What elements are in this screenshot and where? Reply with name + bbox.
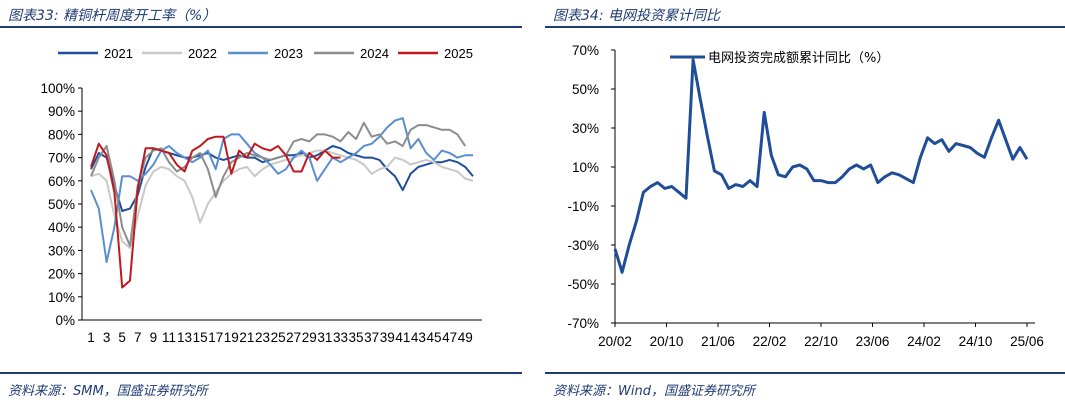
- left-y-tick-label: 20%: [48, 267, 75, 282]
- left-x-tick-label: 41: [395, 330, 410, 345]
- right-y-tick-label: 30%: [572, 121, 599, 136]
- left-y-tick-label: 60%: [48, 174, 75, 189]
- right-chart-svg: -70% -50% -30% -10% 10% 30% 50% 70% 20/02 20/10 21…: [567, 43, 1044, 349]
- right-x-tick-label: 20/02: [598, 334, 632, 349]
- right-chart-title: 图表34: 电网投资累计同比: [553, 8, 720, 24]
- left-y-tick-label: 80%: [48, 127, 75, 142]
- right-x-tick-label: 21/06: [701, 334, 735, 349]
- left-x-tick-label: 3: [103, 330, 111, 345]
- left-x-tick-label: 25: [271, 330, 286, 345]
- left-x-tick-label: 43: [411, 330, 426, 345]
- right-y-tick-label: -30%: [567, 238, 599, 253]
- right-title-rule: [545, 26, 1065, 28]
- right-x-tick-label: 22/10: [804, 334, 838, 349]
- left-x-tick-label: 15: [193, 330, 208, 345]
- left-legend-label-2025: 2025: [444, 46, 473, 61]
- right-x-tick-label: 24/10: [959, 334, 993, 349]
- left-chart-title: 图表33: 精铜杆周度开工率（%）: [8, 8, 217, 24]
- left-series-line-2022: [90, 149, 474, 250]
- right-x-tick-label: 23/06: [856, 334, 890, 349]
- right-x-tick-label: 20/10: [650, 334, 684, 349]
- left-series-line-2023: [90, 117, 473, 263]
- left-y-tick-label: 90%: [48, 104, 75, 119]
- right-chart-panel: 图表34: 电网投资累计同比 -70% -50% -30% -10% 10% 30% 50%…: [545, 0, 1065, 402]
- left-y-tick-label: 40%: [48, 220, 75, 235]
- right-y-tick-label: 50%: [572, 82, 599, 97]
- left-x-tick-label: 11: [162, 330, 176, 345]
- left-x-tick-label: 27: [286, 330, 301, 345]
- left-x-tick-label: 39: [380, 330, 395, 345]
- left-y-tick-label: 70%: [48, 151, 75, 166]
- right-x-tick-label: 22/02: [753, 334, 787, 349]
- left-x-tick-label: 19: [224, 330, 239, 345]
- left-legend-label-2023: 2023: [274, 46, 303, 61]
- left-x-tick-label: 35: [349, 330, 364, 345]
- left-x-tick-label: 45: [427, 330, 442, 345]
- left-legend-label-2021: 2021: [104, 46, 133, 61]
- left-chart-source: 资料来源：SMM，国盛证券研究所: [8, 384, 208, 399]
- right-y-tick-label: -50%: [567, 277, 599, 292]
- left-chart-svg: 0%10%20%30%40%50%60%70%80%90%100%1 3 5 7 9 11…: [40, 46, 482, 345]
- left-source-rule: [0, 372, 522, 374]
- left-x-tick-label: 13: [177, 330, 192, 345]
- left-x-tick-label: 29: [302, 330, 317, 345]
- left-x-tick-label: 21: [239, 330, 254, 345]
- right-chart-source: 资料来源：Wind，国盛证券研究所: [553, 384, 755, 399]
- left-x-tick-label: 5: [118, 330, 126, 345]
- left-x-tick-label: 1: [87, 330, 95, 345]
- left-legend-label-2024: 2024: [360, 46, 389, 61]
- left-title-rule: [0, 26, 522, 28]
- right-x-tick-label: 24/02: [907, 334, 941, 349]
- left-y-tick-label: 50%: [48, 197, 75, 212]
- right-source-rule: [545, 372, 1065, 374]
- left-x-tick-label: 9: [150, 330, 158, 345]
- right-y-tick-label: -70%: [567, 316, 599, 331]
- left-chart-panel: 图表33: 精铜杆周度开工率（%） 0% 10% 20% 30% 40% 50% 60% 70…: [0, 0, 522, 402]
- left-legend-label-2022: 2022: [188, 46, 217, 61]
- right-x-tick-label: 25/06: [1010, 334, 1044, 349]
- left-y-tick-label: 30%: [48, 243, 75, 258]
- right-y-tick-label: -10%: [567, 199, 599, 214]
- left-y-tick-label: 100%: [40, 81, 75, 96]
- left-y-tick-label: 0%: [55, 313, 75, 328]
- left-series-line-2025: [90, 135, 341, 289]
- left-x-tick-label: 37: [364, 330, 379, 345]
- right-y-tick-label: 70%: [572, 43, 599, 58]
- right-legend-label: 电网投资完成额累计同比（%）: [708, 50, 889, 66]
- left-series-line-2024: [90, 121, 467, 247]
- left-x-tick-label: 31: [317, 330, 332, 345]
- left-x-tick-label: 17: [208, 330, 223, 345]
- left-x-tick-label: 33: [333, 330, 348, 345]
- right-series-line: [613, 58, 1029, 274]
- right-y-tick-label: 10%: [572, 160, 599, 175]
- left-x-tick-label: 47: [442, 330, 457, 345]
- left-x-tick-label: 23: [255, 330, 270, 345]
- left-x-tick-label: 49: [458, 330, 473, 345]
- left-x-tick-label: 7: [134, 330, 142, 345]
- left-y-tick-label: 10%: [48, 290, 75, 305]
